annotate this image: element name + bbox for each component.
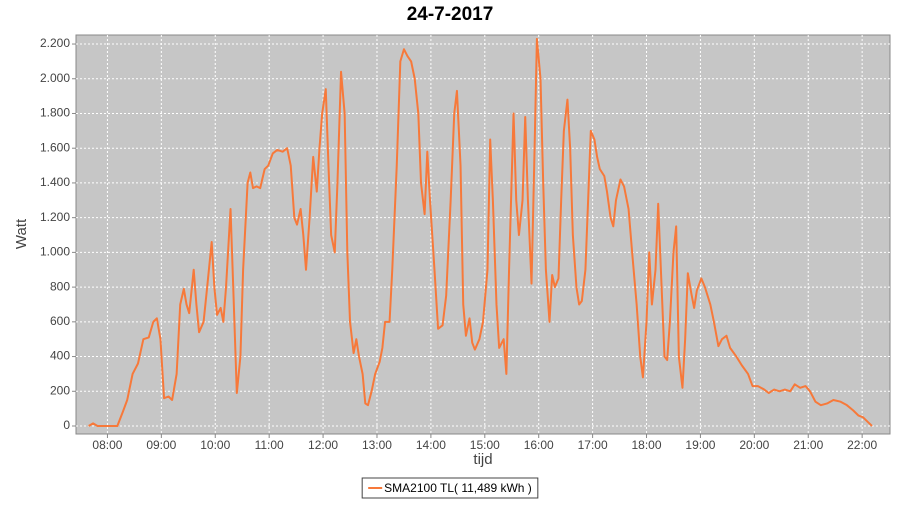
x-tick-label: 13:00 <box>362 438 392 452</box>
y-tick-label: 200 <box>50 383 70 397</box>
x-tick-label: 22:00 <box>847 438 877 452</box>
x-tick-label: 20:00 <box>739 438 769 452</box>
legend: SMA2100 TL( 11,489 kWh ) <box>361 477 539 499</box>
x-tick-label: 11:00 <box>255 438 284 452</box>
series-line <box>88 37 873 428</box>
x-tick-label: 12:00 <box>308 438 338 452</box>
x-tick-label: 08:00 <box>92 438 122 452</box>
y-tick-label: 400 <box>50 349 70 363</box>
y-tick-label: 1.400 <box>40 175 70 189</box>
chart-title: 24-7-2017 <box>407 4 494 25</box>
y-tick-label: 2.200 <box>40 36 70 50</box>
x-tick-label: 09:00 <box>146 438 176 452</box>
legend-label: SMA2100 TL( 11,489 kWh ) <box>384 481 532 495</box>
x-tick-label: 19:00 <box>685 438 715 452</box>
x-tick-label: 14:00 <box>416 438 446 452</box>
x-tick-label: 10:00 <box>200 438 230 452</box>
y-tick-label: 600 <box>50 314 70 328</box>
x-axis-label: tijd <box>473 451 492 468</box>
y-tick-label: 0 <box>63 418 70 432</box>
x-tick-label: 15:00 <box>470 438 500 452</box>
legend-box <box>361 477 539 499</box>
y-tick-label: 2.000 <box>40 71 70 85</box>
x-tick-label: 21:00 <box>793 438 823 452</box>
y-tick-label: 1.000 <box>40 245 70 259</box>
y-tick-label: 1.600 <box>40 140 70 154</box>
y-tick-label: 800 <box>50 279 70 293</box>
plot-area <box>75 34 891 435</box>
x-tick-label: 17:00 <box>578 438 608 452</box>
y-axis-label: Watt <box>13 218 30 249</box>
y-tick-label: 1.800 <box>40 106 70 120</box>
x-tick-label: 16:00 <box>524 438 554 452</box>
y-tick-label: 1.200 <box>40 210 70 224</box>
x-tick-label: 18:00 <box>632 438 662 452</box>
